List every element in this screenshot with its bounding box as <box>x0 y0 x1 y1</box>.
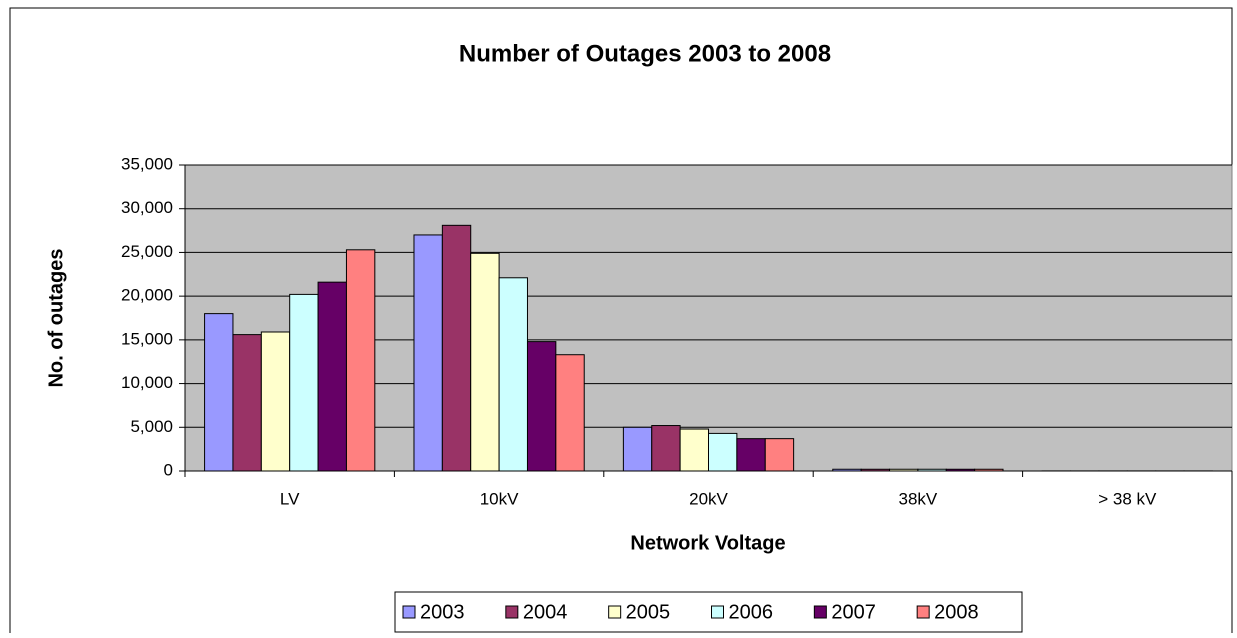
legend-swatch <box>917 606 929 618</box>
chart-title: Number of Outages 2003 to 2008 <box>459 40 831 67</box>
x-tick-label: 20kV <box>689 489 728 508</box>
x-tick-label: 10kV <box>480 489 519 508</box>
y-tick-label: 35,000 <box>121 154 173 173</box>
bar <box>709 433 737 471</box>
bar <box>318 282 346 471</box>
bar <box>556 355 584 471</box>
y-tick-label: 20,000 <box>121 286 173 305</box>
y-tick-label: 10,000 <box>121 373 173 392</box>
bar <box>261 332 289 471</box>
bar <box>890 469 918 471</box>
y-tick-label: 15,000 <box>121 329 173 348</box>
bar <box>946 469 974 471</box>
bar <box>680 429 708 471</box>
x-tick-label: 38kV <box>899 489 938 508</box>
legend-label: 2005 <box>626 601 671 623</box>
bar <box>652 426 680 471</box>
y-tick-label: 5,000 <box>130 417 173 436</box>
bar <box>471 253 499 471</box>
x-tick-label: LV <box>280 489 300 508</box>
bar <box>737 439 765 471</box>
bar <box>205 314 233 471</box>
y-tick-label: 25,000 <box>121 242 173 261</box>
y-axis-label: No. of outages <box>45 249 67 388</box>
bar <box>765 439 793 471</box>
legend-label: 2004 <box>523 601 568 623</box>
bar <box>861 469 889 471</box>
bar <box>499 278 527 471</box>
bar <box>833 469 861 471</box>
legend-swatch <box>403 606 415 618</box>
legend-label: 2008 <box>934 601 979 623</box>
bar <box>414 235 442 471</box>
bar <box>527 342 555 471</box>
legend-swatch <box>712 606 724 618</box>
bar <box>918 469 946 471</box>
bar <box>233 335 261 471</box>
y-tick-label: 0 <box>164 460 173 479</box>
legend-label: 2007 <box>831 601 876 623</box>
bar <box>975 469 1003 471</box>
x-tick-label: > 38 kV <box>1098 489 1157 508</box>
legend-swatch <box>506 606 518 618</box>
bar <box>623 427 651 471</box>
bar <box>442 225 470 471</box>
legend-label: 2003 <box>420 601 465 623</box>
x-axis-label: Network Voltage <box>630 532 785 554</box>
legend-label: 2006 <box>729 601 774 623</box>
legend-swatch <box>609 606 621 618</box>
legend-swatch <box>814 606 826 618</box>
bar <box>346 250 374 471</box>
bar <box>290 294 318 471</box>
y-tick-label: 30,000 <box>121 198 173 217</box>
